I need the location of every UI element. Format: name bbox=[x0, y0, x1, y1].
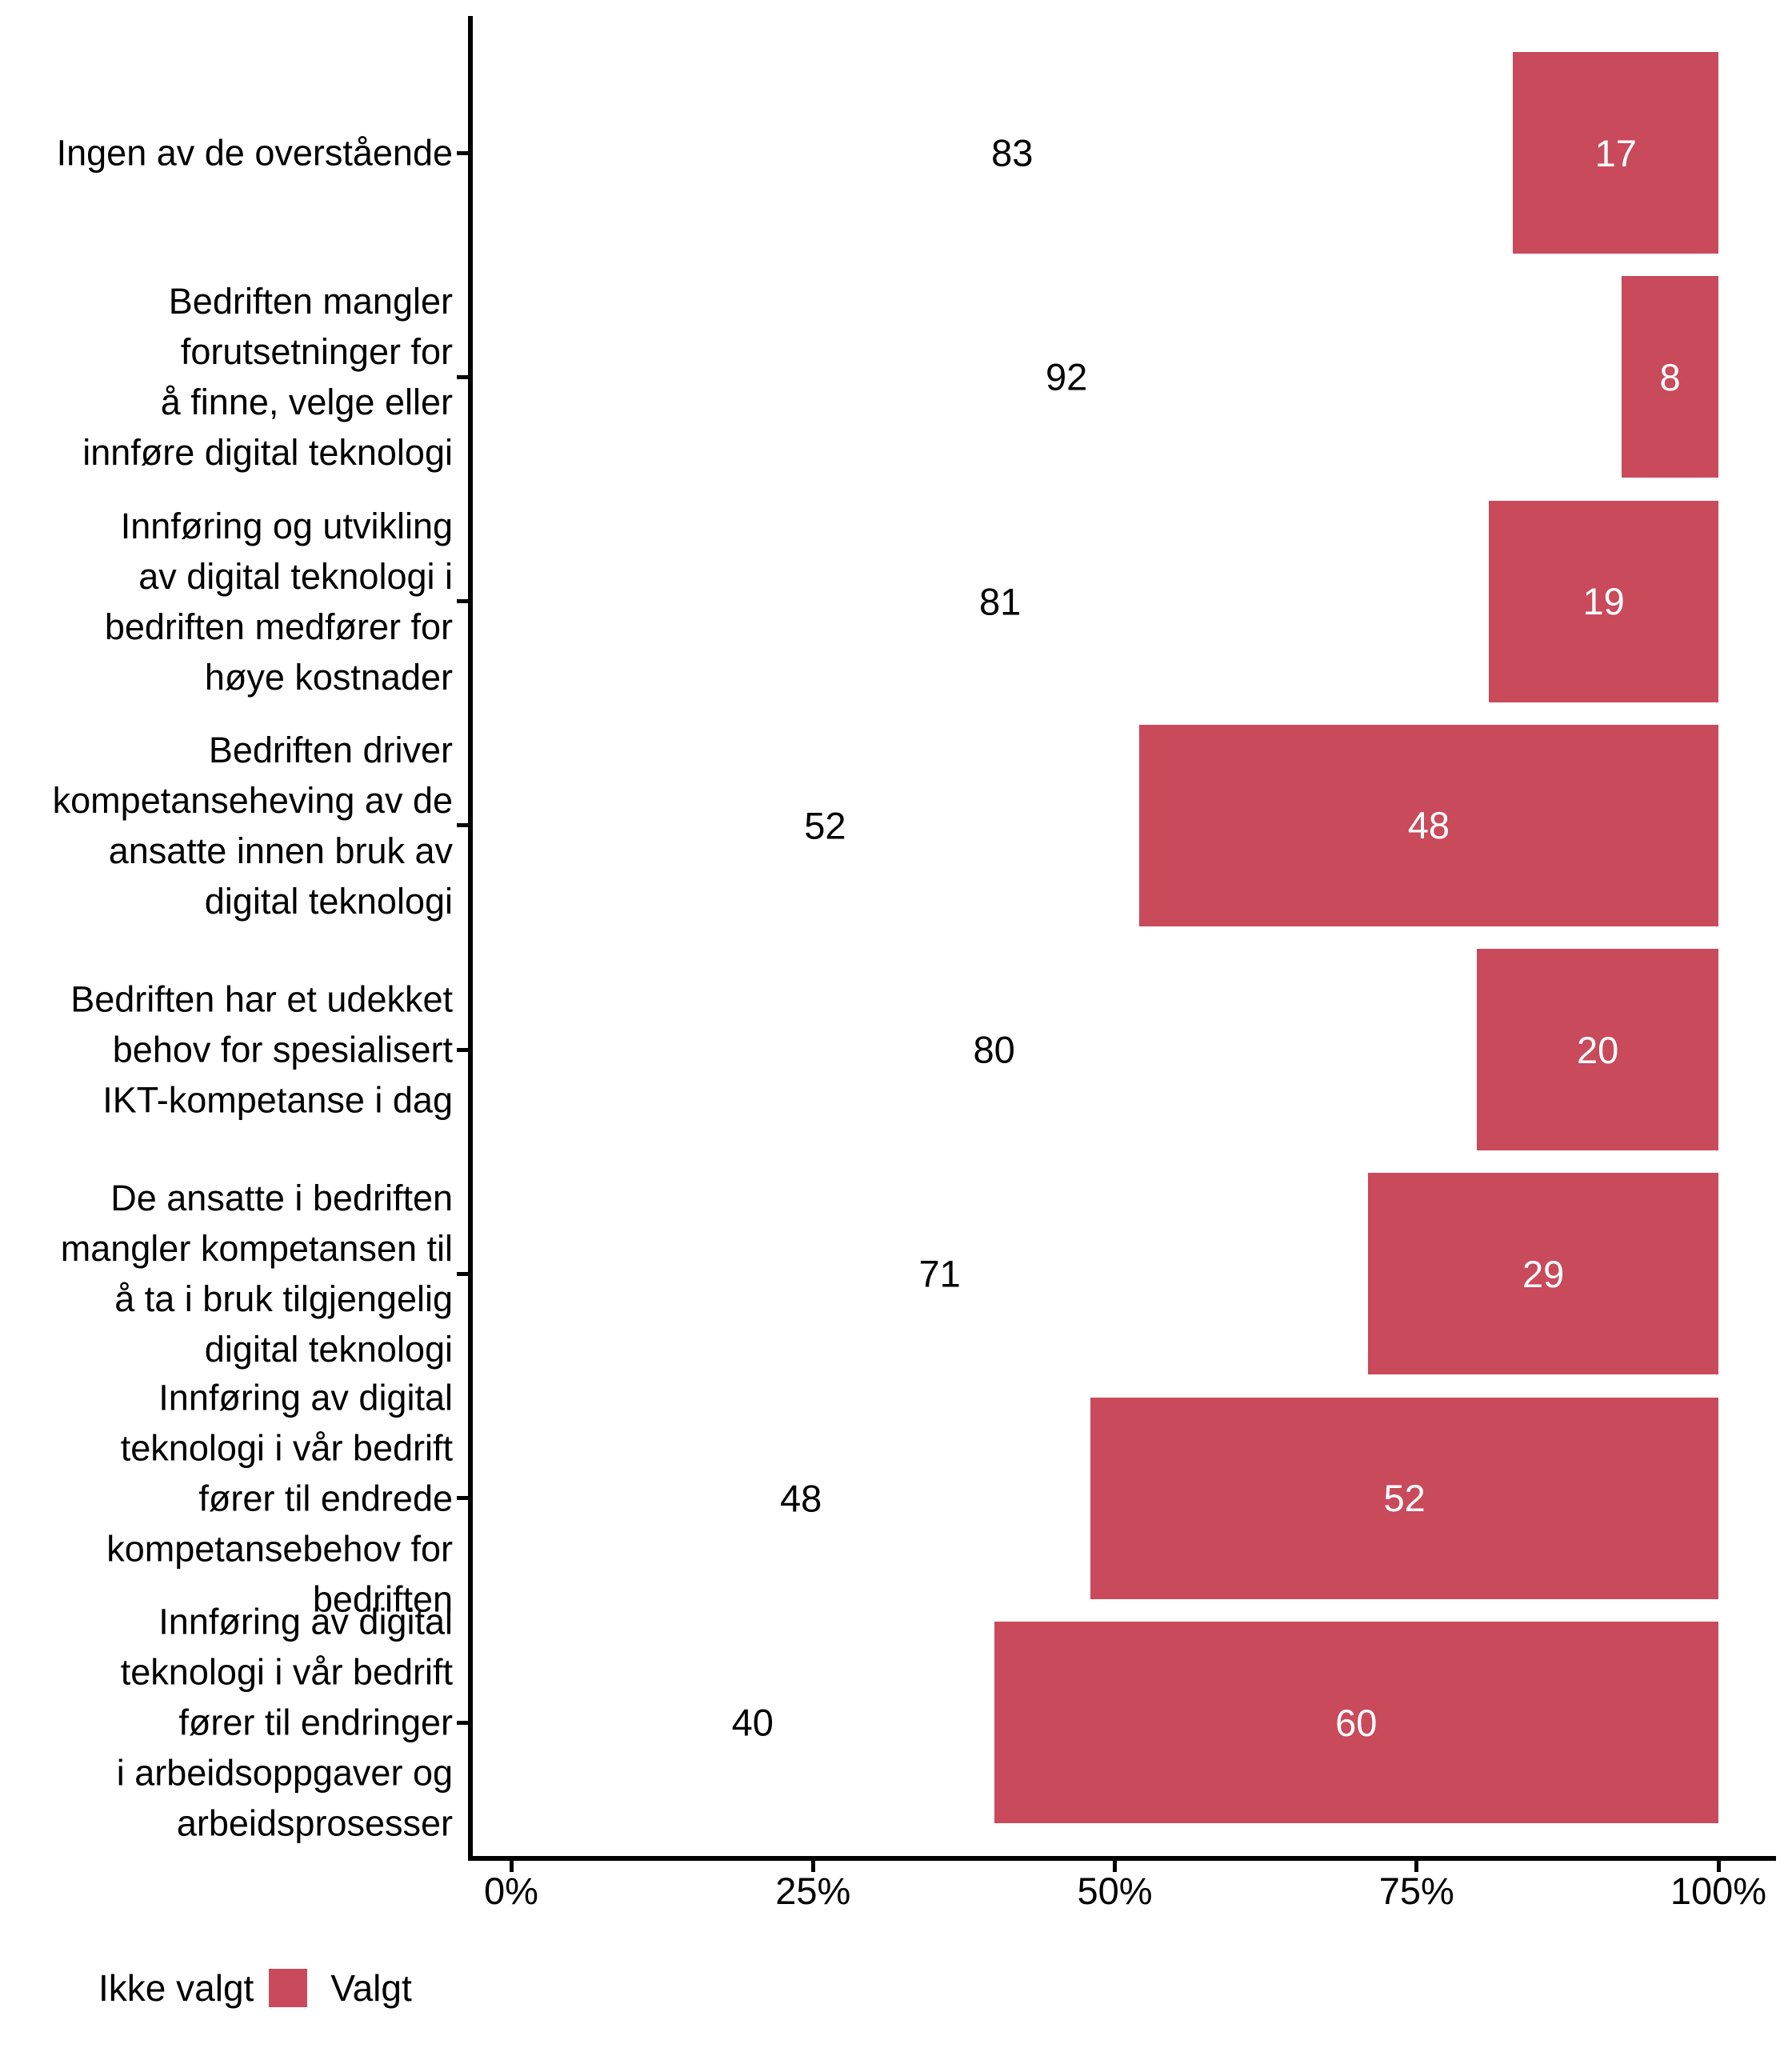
y-axis-line bbox=[468, 16, 473, 1861]
bar-value-ikke-valgt: 83 bbox=[991, 131, 1034, 174]
bar-value-valgt: 19 bbox=[1582, 580, 1625, 623]
x-axis-tick bbox=[509, 1861, 514, 1872]
bar-value-ikke-valgt: 80 bbox=[973, 1028, 1015, 1071]
bar-value-ikke-valgt: 71 bbox=[918, 1252, 961, 1295]
bar-value-valgt: 60 bbox=[1335, 1701, 1378, 1744]
y-axis-tick bbox=[457, 823, 468, 828]
y-axis-tick bbox=[457, 1720, 468, 1725]
bar-value-ikke-valgt: 52 bbox=[804, 804, 846, 847]
x-axis-tick bbox=[810, 1861, 815, 1872]
category-label: Bedriften mangler forutsetninger for å f… bbox=[82, 281, 453, 474]
legend-label-valgt: Valgt bbox=[330, 1967, 412, 2009]
bar-value-valgt: 20 bbox=[1576, 1028, 1619, 1071]
x-axis-tick bbox=[1716, 1861, 1721, 1872]
bar-value-ikke-valgt: 40 bbox=[731, 1701, 774, 1744]
legend: Ikke valgt Valgt bbox=[37, 1966, 427, 2010]
category-label: Ingen av de overstående bbox=[56, 132, 453, 174]
x-axis-tick-label: 25% bbox=[775, 1870, 851, 1912]
y-axis-tick bbox=[457, 1271, 468, 1276]
category-label: Innføring av digital teknologi i vår bed… bbox=[116, 1601, 453, 1844]
y-axis-tick bbox=[457, 150, 468, 155]
bar-valgt: 60 bbox=[994, 1622, 1718, 1824]
bar-valgt: 8 bbox=[1622, 276, 1718, 478]
category-label: Bedriften driver kompetanseheving av de … bbox=[52, 729, 453, 922]
category-label: Innføring av digital teknologi i vår bed… bbox=[106, 1377, 453, 1620]
x-axis-tick-label: 50% bbox=[1077, 1870, 1153, 1912]
y-axis-tick bbox=[457, 599, 468, 604]
category-label: Bedriften har et udekket behov for spesi… bbox=[70, 978, 453, 1121]
y-axis-tick bbox=[457, 374, 468, 379]
category-label: Innføring og utvikling av digital teknol… bbox=[104, 505, 453, 698]
bar-valgt: 19 bbox=[1489, 500, 1718, 702]
bar-value-valgt: 48 bbox=[1407, 804, 1450, 847]
y-axis-tick bbox=[457, 1496, 468, 1501]
x-axis-tick-label: 75% bbox=[1378, 1870, 1454, 1912]
x-axis-tick bbox=[1113, 1861, 1117, 1872]
x-axis-tick-label: 100% bbox=[1670, 1870, 1767, 1912]
x-axis-line bbox=[468, 1856, 1776, 1861]
bar-value-valgt: 52 bbox=[1383, 1477, 1426, 1520]
legend-key-ikke-valgt bbox=[37, 1969, 75, 2007]
bar-valgt: 20 bbox=[1477, 949, 1718, 1151]
x-axis-tick bbox=[1414, 1861, 1419, 1872]
x-axis-tick-label: 0% bbox=[484, 1870, 538, 1912]
bar-valgt: 52 bbox=[1090, 1397, 1718, 1599]
bar-valgt: 29 bbox=[1368, 1173, 1718, 1375]
y-axis-tick bbox=[457, 1047, 468, 1052]
legend-label-ikke-valgt: Ikke valgt bbox=[98, 1967, 254, 2009]
bar-value-valgt: 29 bbox=[1522, 1252, 1565, 1295]
bar-valgt: 17 bbox=[1513, 52, 1718, 254]
bar-value-ikke-valgt: 48 bbox=[780, 1477, 822, 1520]
bar-value-valgt: 8 bbox=[1659, 355, 1681, 398]
bar-valgt: 48 bbox=[1138, 724, 1718, 926]
bar-value-ikke-valgt: 92 bbox=[1045, 355, 1088, 398]
bar-value-ikke-valgt: 81 bbox=[979, 580, 1022, 623]
bar-value-valgt: 17 bbox=[1594, 131, 1637, 174]
legend-key-valgt bbox=[269, 1969, 308, 2007]
category-label: De ansatte i bedriften mangler kompetans… bbox=[60, 1178, 453, 1370]
